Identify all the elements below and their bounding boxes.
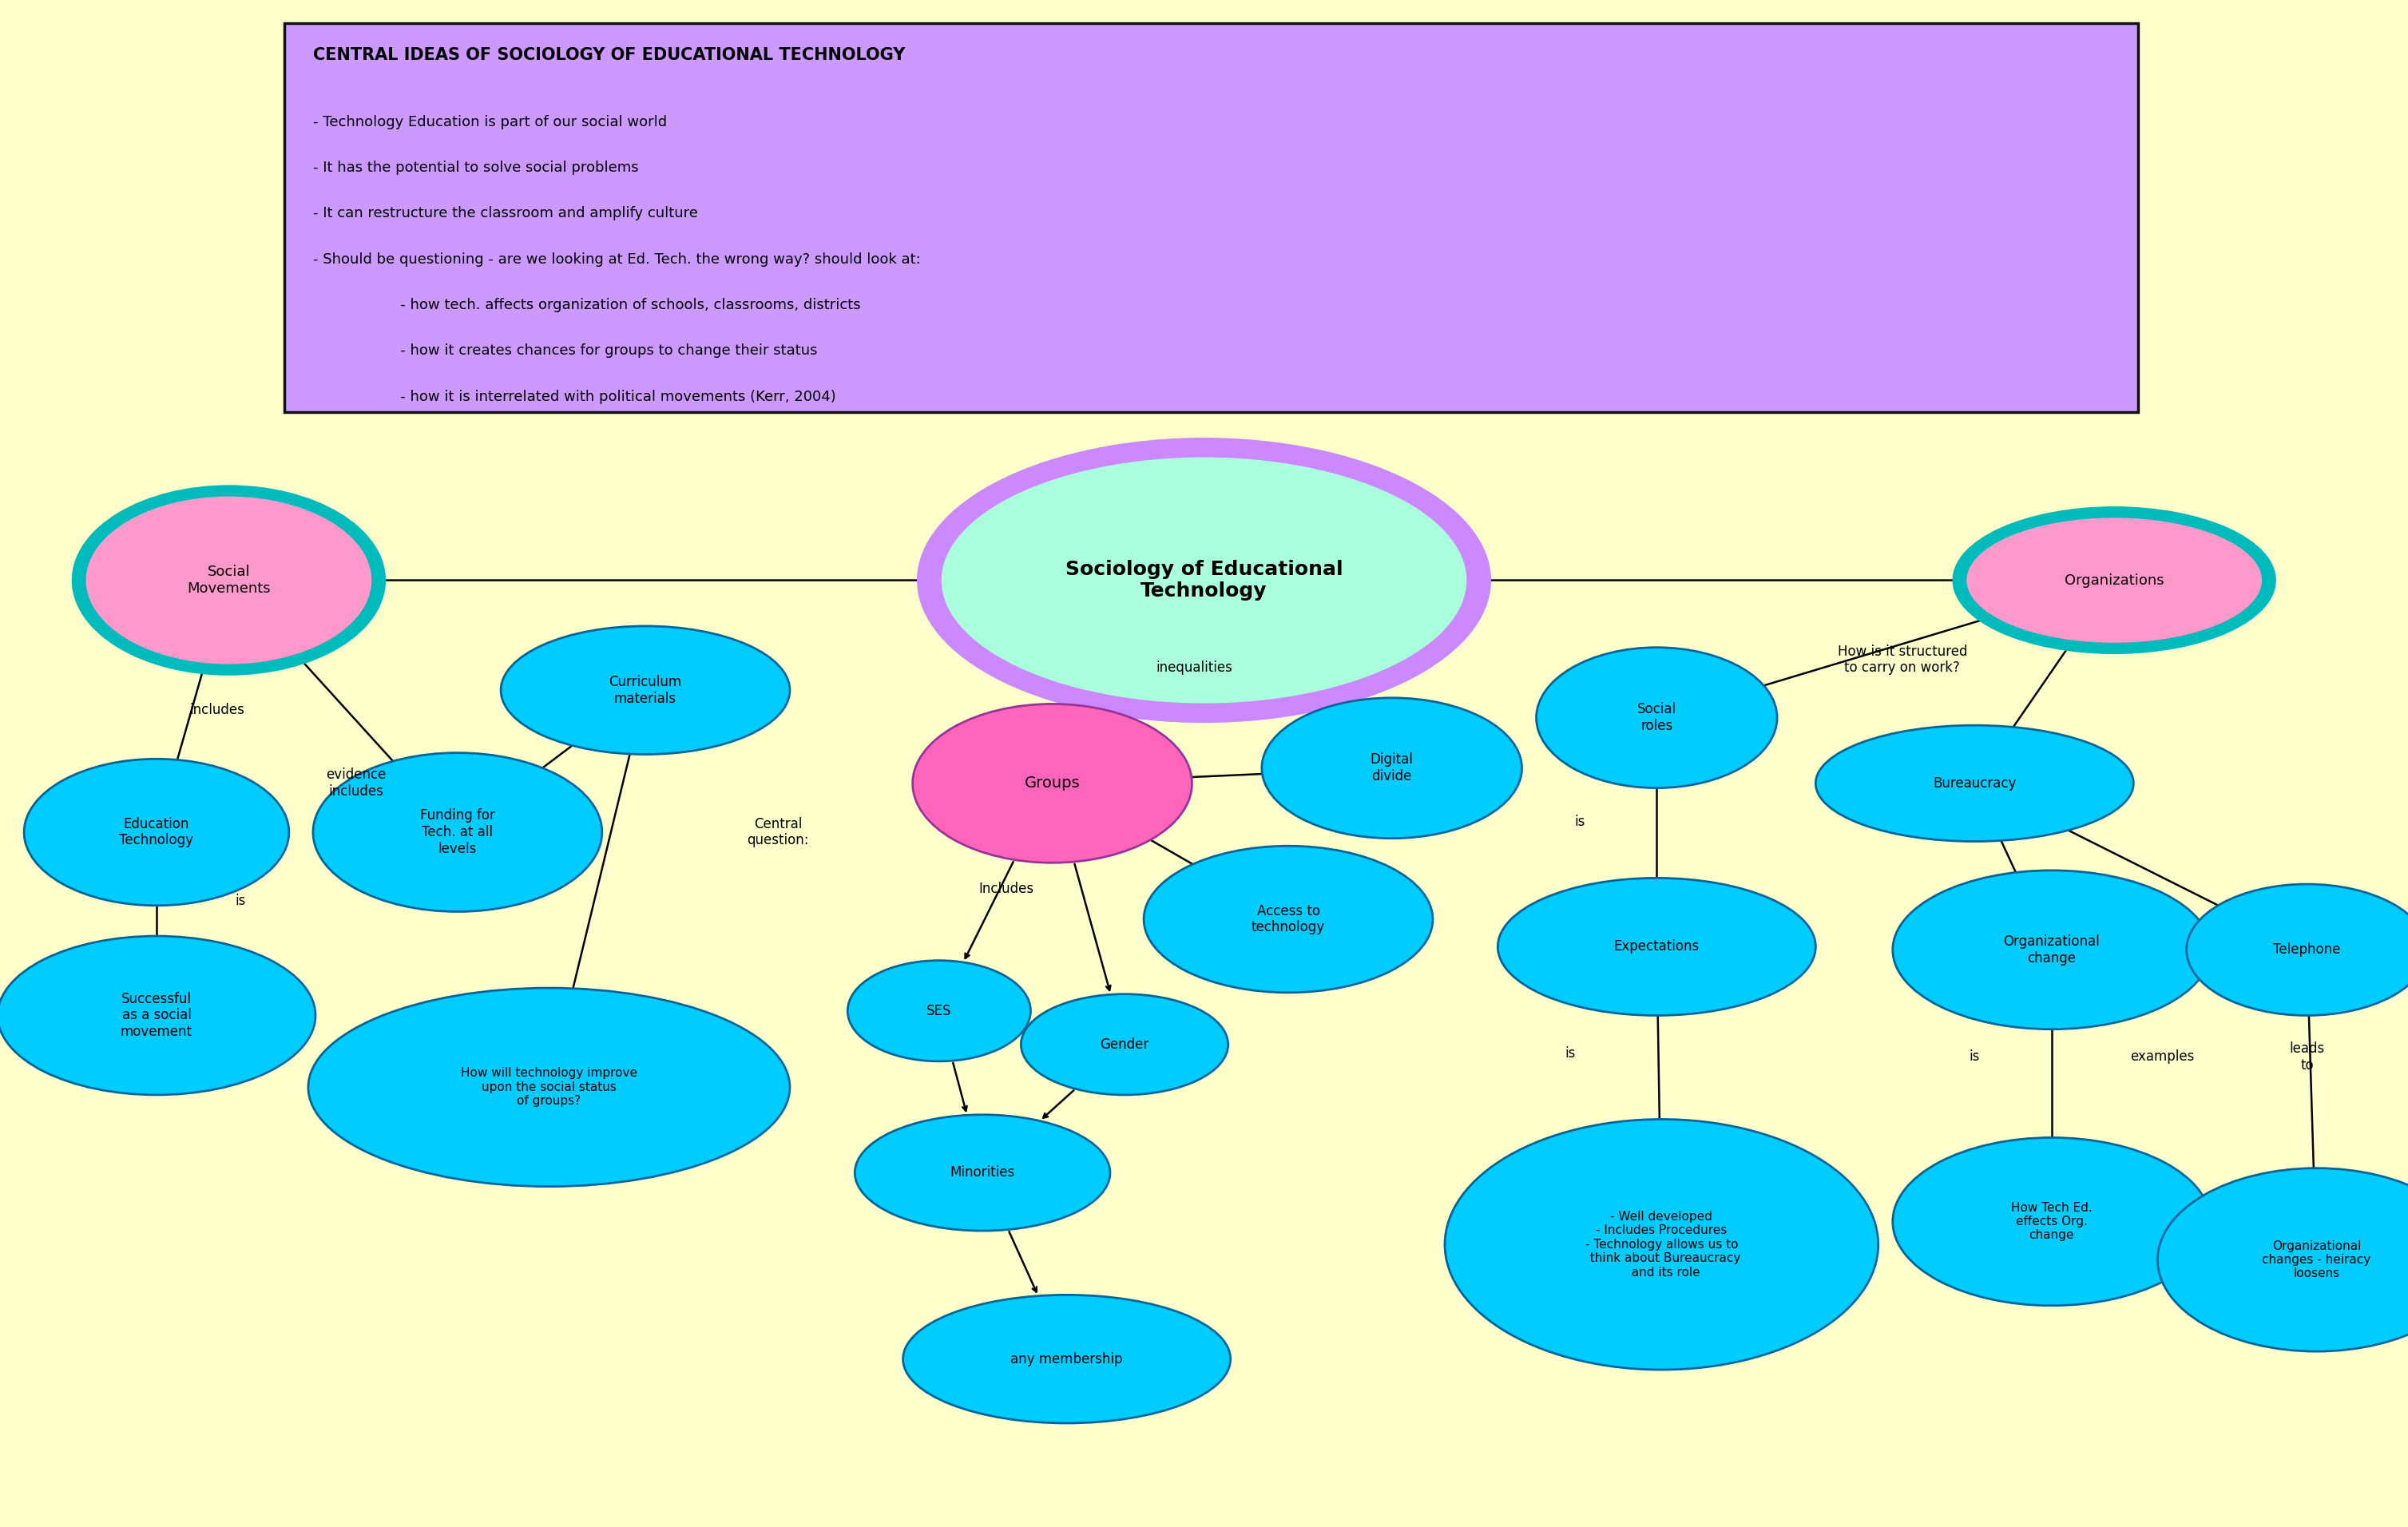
Ellipse shape	[24, 759, 289, 906]
Text: Organizational
change: Organizational change	[2003, 935, 2100, 965]
Ellipse shape	[1021, 994, 1228, 1095]
Ellipse shape	[1536, 647, 1777, 788]
Text: is: is	[1565, 1046, 1575, 1061]
Text: Digital
divide: Digital divide	[1370, 753, 1413, 783]
Text: How Tech Ed.
effects Org.
change: How Tech Ed. effects Org. change	[2011, 1202, 2093, 1241]
Ellipse shape	[308, 988, 790, 1186]
Text: Access to
technology: Access to technology	[1252, 904, 1324, 935]
Text: is: is	[236, 893, 246, 909]
Text: leads
to: leads to	[2290, 1041, 2324, 1072]
Ellipse shape	[848, 960, 1031, 1061]
Text: any membership: any membership	[1011, 1351, 1122, 1367]
Ellipse shape	[501, 626, 790, 754]
Ellipse shape	[917, 438, 1491, 722]
Ellipse shape	[72, 486, 385, 675]
Ellipse shape	[1965, 516, 2264, 644]
Text: Successful
as a social
movement: Successful as a social movement	[120, 991, 193, 1040]
Text: - It can restructure the classroom and amplify culture: - It can restructure the classroom and a…	[313, 206, 698, 221]
Text: Bureaucracy: Bureaucracy	[1934, 776, 2015, 791]
Ellipse shape	[0, 936, 315, 1095]
Text: - Technology Education is part of our social world: - Technology Education is part of our so…	[313, 115, 667, 130]
Ellipse shape	[1893, 1138, 2211, 1306]
Ellipse shape	[1262, 698, 1522, 838]
Text: Funding for
Tech. at all
levels: Funding for Tech. at all levels	[419, 808, 496, 857]
Text: - It has the potential to solve social problems: - It has the potential to solve social p…	[313, 160, 638, 176]
Text: Organizations: Organizations	[2064, 573, 2165, 588]
Ellipse shape	[1893, 870, 2211, 1029]
Text: CENTRAL IDEAS OF SOCIOLOGY OF EDUCATIONAL TECHNOLOGY: CENTRAL IDEAS OF SOCIOLOGY OF EDUCATIONA…	[313, 47, 905, 63]
Text: Includes: Includes	[980, 881, 1033, 896]
Ellipse shape	[313, 753, 602, 912]
Text: includes: includes	[190, 702, 243, 718]
Text: Gender: Gender	[1100, 1037, 1149, 1052]
Text: is: is	[1575, 814, 1584, 829]
Ellipse shape	[2158, 1168, 2408, 1351]
Text: - Should be questioning - are we looking at Ed. Tech. the wrong way? should look: - Should be questioning - are we looking…	[313, 252, 920, 267]
Text: Expectations: Expectations	[1613, 939, 1700, 954]
Text: evidence
includes: evidence includes	[325, 768, 385, 799]
Text: Sociology of Educational
Technology: Sociology of Educational Technology	[1064, 559, 1344, 602]
Text: Education
Technology: Education Technology	[120, 817, 193, 847]
Text: examples: examples	[2131, 1049, 2194, 1064]
Ellipse shape	[1144, 846, 1433, 993]
Text: - how tech. affects organization of schools, classrooms, districts: - how tech. affects organization of scho…	[313, 298, 860, 313]
Ellipse shape	[1953, 507, 2276, 654]
Ellipse shape	[855, 1115, 1110, 1231]
Text: Groups: Groups	[1023, 776, 1081, 791]
Text: Organizational
changes - heiracy
loosens: Organizational changes - heiracy loosens	[2261, 1240, 2372, 1280]
Ellipse shape	[1445, 1119, 1878, 1370]
Text: - Well developed
- Includes Procedures
- Technology allows us to
  think about B: - Well developed - Includes Procedures -…	[1582, 1211, 1741, 1278]
Ellipse shape	[903, 1295, 1230, 1423]
Text: - how it creates chances for groups to change their status: - how it creates chances for groups to c…	[313, 344, 816, 359]
Text: is: is	[1970, 1049, 1979, 1064]
Text: Social
Movements: Social Movements	[188, 565, 270, 596]
Text: Telephone: Telephone	[2273, 942, 2341, 957]
Text: Social
roles: Social roles	[1637, 702, 1676, 733]
Ellipse shape	[1816, 725, 2133, 841]
Ellipse shape	[2186, 884, 2408, 1015]
Text: - how it is interrelated with political movements (Kerr, 2004): - how it is interrelated with political …	[313, 389, 836, 405]
FancyBboxPatch shape	[284, 23, 2138, 412]
Ellipse shape	[913, 704, 1192, 863]
Ellipse shape	[939, 455, 1469, 705]
Text: SES: SES	[927, 1003, 951, 1019]
Text: Curriculum
materials: Curriculum materials	[609, 675, 681, 705]
Ellipse shape	[84, 495, 373, 666]
Text: Minorities: Minorities	[951, 1165, 1014, 1180]
Ellipse shape	[1498, 878, 1816, 1015]
Text: Central
question:: Central question:	[746, 817, 809, 847]
Text: How is it structured
to carry on work?: How is it structured to carry on work?	[1837, 644, 1967, 675]
Text: inequalities: inequalities	[1156, 660, 1233, 675]
Text: How will technology improve
upon the social status
of groups?: How will technology improve upon the soc…	[460, 1067, 638, 1107]
